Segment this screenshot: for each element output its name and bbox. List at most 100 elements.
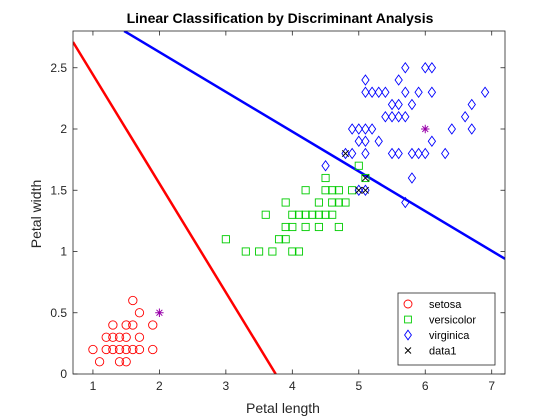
point-versicolor-8 bbox=[281, 222, 290, 232]
point-versicolor-33 bbox=[354, 161, 363, 170]
chart-title: Linear Classification by Discriminant An… bbox=[127, 10, 434, 26]
point-virginica-6 bbox=[354, 135, 363, 148]
point-versicolor-3 bbox=[255, 247, 264, 256]
point-virginica-25 bbox=[394, 98, 403, 111]
point-data1-2 bbox=[355, 186, 363, 194]
point-versicolor-26 bbox=[328, 198, 337, 207]
x-tick-label: 1 bbox=[90, 379, 97, 393]
point-virginica-35 bbox=[414, 86, 423, 99]
point-virginica-41 bbox=[441, 147, 450, 160]
point-setosa-8 bbox=[114, 357, 125, 367]
point-virginica-4 bbox=[347, 123, 357, 135]
y-axis-label: Petal width bbox=[28, 180, 44, 248]
point-virginica-36 bbox=[421, 147, 430, 160]
point-virginica-15 bbox=[367, 86, 377, 99]
point-versicolor-34 bbox=[361, 173, 370, 183]
point-virginica-17 bbox=[374, 86, 383, 99]
point-virginica-30 bbox=[401, 61, 410, 74]
point-virginica-2 bbox=[341, 147, 350, 160]
point-setosa-15 bbox=[128, 344, 138, 355]
x-tick-label: 3 bbox=[223, 379, 230, 393]
point-versicolor-29 bbox=[334, 198, 343, 207]
point-setosa-5 bbox=[108, 344, 118, 355]
legend-marker-virginica bbox=[404, 329, 412, 341]
point-versicolor-15 bbox=[301, 222, 310, 232]
point-versicolor-28 bbox=[334, 222, 343, 232]
x-tick-label: 2 bbox=[156, 379, 163, 393]
point-virginica-7 bbox=[354, 123, 363, 135]
point-versicolor-22 bbox=[321, 210, 330, 219]
point-virginica-5 bbox=[354, 184, 363, 197]
point-versicolor-9 bbox=[281, 198, 290, 207]
point-virginica-3 bbox=[347, 147, 357, 160]
point-versicolor-17 bbox=[301, 186, 310, 195]
highlight-point-1 bbox=[155, 308, 164, 317]
point-versicolor-21 bbox=[314, 198, 323, 207]
point-virginica-46 bbox=[480, 86, 490, 99]
point-virginica-45 bbox=[467, 98, 476, 111]
point-virginica-31 bbox=[407, 172, 417, 184]
point-virginica-37 bbox=[421, 61, 430, 74]
point-data1-4 bbox=[361, 174, 369, 182]
point-setosa-21 bbox=[148, 344, 158, 355]
point-virginica-33 bbox=[407, 98, 417, 111]
legend-label-versicolor: versicolor bbox=[429, 315, 476, 327]
point-setosa-2 bbox=[94, 357, 105, 367]
point-virginica-34 bbox=[414, 147, 423, 160]
point-setosa-6 bbox=[108, 332, 118, 342]
point-virginica-24 bbox=[394, 110, 403, 123]
point-virginica-44 bbox=[467, 123, 476, 135]
point-setosa-4 bbox=[101, 332, 111, 342]
legend-label-data1: data1 bbox=[429, 346, 457, 358]
point-setosa-22 bbox=[148, 320, 158, 330]
point-versicolor-6 bbox=[274, 235, 284, 244]
point-virginica-22 bbox=[387, 98, 397, 111]
point-setosa-13 bbox=[121, 332, 131, 342]
point-virginica-1 bbox=[321, 159, 330, 172]
point-virginica-32 bbox=[407, 147, 417, 160]
point-virginica-42 bbox=[447, 123, 456, 135]
data-points bbox=[88, 61, 490, 367]
point-setosa-11 bbox=[121, 357, 131, 367]
point-virginica-38 bbox=[427, 135, 437, 148]
y-tick-label: 0 bbox=[60, 367, 67, 381]
y-tick-label: 1.5 bbox=[50, 183, 67, 197]
point-versicolor-20 bbox=[314, 210, 323, 219]
x-axis-label: Petal length bbox=[246, 400, 320, 416]
point-setosa-20 bbox=[134, 308, 145, 318]
boundary-line-2 bbox=[123, 31, 505, 260]
point-virginica-11 bbox=[361, 123, 370, 135]
point-versicolor-12 bbox=[288, 210, 297, 219]
point-virginica-10 bbox=[361, 135, 370, 148]
point-virginica-28 bbox=[401, 110, 410, 123]
point-virginica-23 bbox=[394, 147, 403, 160]
point-versicolor-25 bbox=[328, 210, 337, 219]
point-virginica-20 bbox=[387, 147, 397, 160]
point-setosa-14 bbox=[121, 320, 131, 330]
x-tick-label: 5 bbox=[355, 379, 362, 393]
x-tick-label: 7 bbox=[488, 379, 495, 393]
y-tick-label: 2 bbox=[60, 122, 67, 136]
x-tick-label: 6 bbox=[422, 379, 429, 393]
point-versicolor-10 bbox=[288, 247, 297, 256]
point-versicolor-2 bbox=[241, 247, 250, 256]
legend-marker-setosa bbox=[403, 299, 413, 309]
axes: 1 2 3 4 5 6 7 0 0.5 1 1.5 2 2.5 bbox=[50, 30, 506, 393]
point-data1-3 bbox=[361, 186, 369, 194]
point-virginica-14 bbox=[367, 123, 377, 135]
point-virginica-9 bbox=[361, 147, 370, 160]
point-virginica-16 bbox=[374, 135, 383, 148]
point-virginica-12 bbox=[361, 86, 370, 99]
point-versicolor-5 bbox=[268, 247, 277, 256]
legend-label-virginica: virginica bbox=[429, 330, 470, 342]
point-virginica-26 bbox=[394, 74, 403, 86]
point-setosa-7 bbox=[108, 320, 118, 330]
point-versicolor-1 bbox=[221, 235, 230, 244]
point-virginica-29 bbox=[401, 86, 410, 99]
highlight-point-2 bbox=[421, 124, 430, 134]
point-setosa-12 bbox=[121, 344, 131, 355]
boundary-line-1 bbox=[73, 41, 277, 374]
point-versicolor-13 bbox=[294, 247, 304, 256]
point-virginica-40 bbox=[427, 61, 437, 74]
